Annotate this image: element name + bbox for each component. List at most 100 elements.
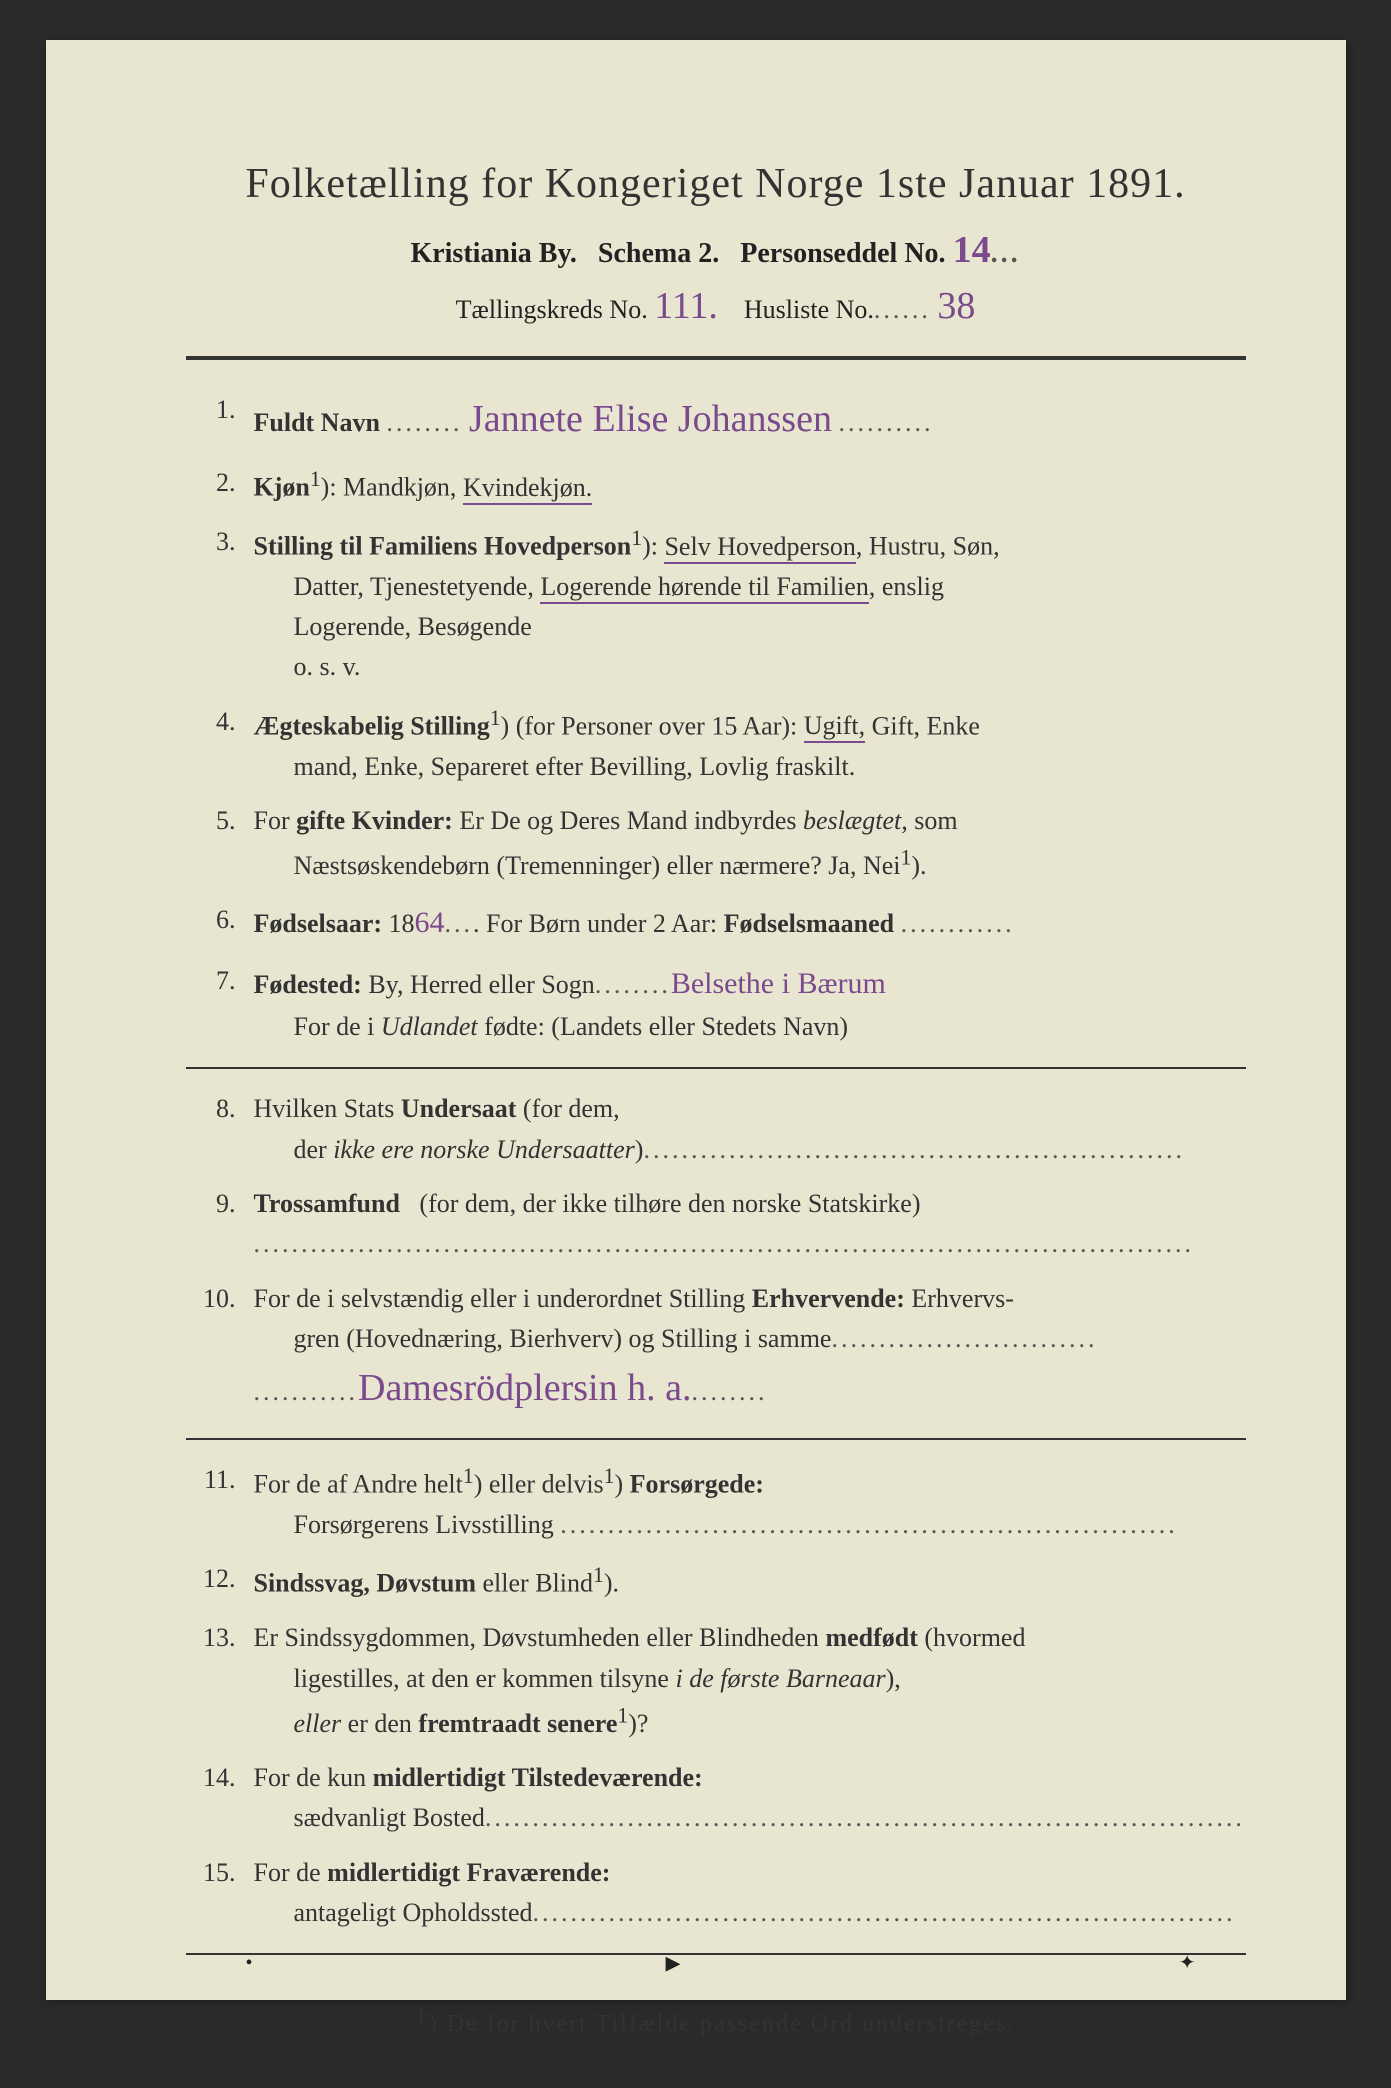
- item-1-body: Fuldt Navn ........ Jannete Elise Johans…: [254, 390, 1246, 449]
- medfodt-label: medfødt: [825, 1623, 917, 1652]
- medfodt-ital: i de første Barneaar: [675, 1664, 885, 1693]
- item-12-body: Sindssvag, Døvstum eller Blind1).: [254, 1559, 1246, 1604]
- item-5: 5. For gifte Kvinder: Er De og Deres Man…: [186, 801, 1246, 886]
- trossamfund-rest: (for dem, der ikke tilhøre den norske St…: [413, 1189, 921, 1218]
- item-10-body: For de i selvstændig eller i underordnet…: [254, 1279, 1246, 1418]
- kjon-rest: ): Mandkjøn,: [321, 473, 463, 502]
- sup-5: 1: [901, 845, 912, 869]
- sup-13: 1: [617, 1703, 628, 1727]
- stilling-u1: Selv Hovedperson: [664, 532, 855, 564]
- item-1-num: 1.: [186, 390, 254, 449]
- stilling-rest-a: ):: [642, 532, 664, 561]
- item-6-num: 6.: [186, 900, 254, 947]
- medfodt-a: Er Sindssygdommen, Døvstumheden eller Bl…: [254, 1623, 826, 1652]
- fravaer-line2: antageligt Opholdssted: [254, 1898, 533, 1927]
- stilling-line2: Datter, Tjenestetyende, Logerende hørend…: [254, 572, 944, 601]
- fodested-line2: For de i Udlandet fødte: (Landets eller …: [254, 1012, 849, 1041]
- gifte-line2-text: Næstsøskendebørn (Tremenninger) eller næ…: [294, 851, 901, 880]
- trossamfund-label: Trossamfund: [254, 1189, 400, 1218]
- fodselsaar-label: Fødselsaar:: [254, 909, 383, 938]
- aegteskab-label: Ægteskabelig Stilling: [254, 711, 490, 740]
- gifte-c: som: [908, 806, 958, 835]
- sup-4: 1: [490, 706, 501, 730]
- fodested-label: Fødested:: [254, 970, 362, 999]
- sup-3: 1: [631, 526, 642, 550]
- undersaat-ital: ikke ere norske Undersaatter: [333, 1135, 635, 1164]
- fuldt-navn-label: Fuldt Navn: [254, 408, 380, 437]
- footnote: 1) De for hvert Tilfælde passende Ord un…: [186, 2005, 1246, 2038]
- item-13-body: Er Sindssygdommen, Døvstumheden eller Bl…: [254, 1618, 1246, 1744]
- fravaer-label: midlertidigt Fraværende:: [327, 1858, 610, 1887]
- item-6: 6. Fødselsaar: 1864.... For Børn under 2…: [186, 900, 1246, 947]
- item-11-num: 11.: [186, 1460, 254, 1545]
- divider-mid2: [186, 1438, 1246, 1440]
- item-11-body: For de af Andre helt1) eller delvis1) Fo…: [254, 1460, 1246, 1545]
- item-2-body: Kjøn1): Mandkjøn, Kvindekjøn.: [254, 463, 1246, 508]
- item-6-body: Fødselsaar: 1864.... For Børn under 2 Aa…: [254, 900, 1246, 947]
- forsorgede-a: For de af Andre helt: [254, 1470, 463, 1499]
- item-8-num: 8.: [186, 1089, 254, 1170]
- medfodt-line2a: ligestilles, at den er kommen tilsyne: [294, 1664, 676, 1693]
- item-1: 1. Fuldt Navn ........ Jannete Elise Joh…: [186, 390, 1246, 449]
- item-9: 9. Trossamfund (for dem, der ikke tilhør…: [186, 1184, 1246, 1265]
- medfodt-b: (hvormed: [918, 1623, 1026, 1652]
- forsorgede-line2: Forsørgerens Livsstilling: [254, 1510, 554, 1539]
- footnote-sup: 1: [416, 2005, 429, 2027]
- item-14-num: 14.: [186, 1758, 254, 1839]
- undersaat-line2a: der: [294, 1135, 334, 1164]
- item-14-body: For de kun midlertidigt Tilstedeværende:…: [254, 1758, 1246, 1839]
- medfodt-line2b: ),: [886, 1664, 901, 1693]
- sindssvag-label: Sindssvag, Døvstum: [254, 1569, 477, 1598]
- aegteskab-rest-a: ) (for Personer over 15 Aar):: [501, 711, 804, 740]
- item-13: 13. Er Sindssygdommen, Døvstumheden elle…: [186, 1618, 1246, 1744]
- item-9-body: Trossamfund (for dem, der ikke tilhøre d…: [254, 1184, 1246, 1265]
- medfodt-label2: fremtraadt senere: [418, 1709, 617, 1738]
- stilling-line2a: Datter, Tjenestetyende,: [294, 572, 541, 601]
- divider-top: [186, 356, 1246, 360]
- gifte-b: Er De og Deres Mand indbyrdes: [453, 806, 803, 835]
- item-15: 15. For de midlertidigt Fraværende: anta…: [186, 1853, 1246, 1934]
- sindssvag-end: ).: [604, 1569, 619, 1598]
- sup-11b: 1: [604, 1464, 615, 1488]
- kreds-value: 111.: [654, 284, 718, 328]
- undersaat-b: (for dem,: [516, 1094, 619, 1123]
- city-label: Kristiania By.: [410, 238, 576, 269]
- tilstede-line2: sædvanligt Bosted: [254, 1803, 485, 1832]
- item-7: 7. Fødested: By, Herred eller Sogn......…: [186, 961, 1246, 1048]
- item-3-num: 3.: [186, 522, 254, 688]
- undersaat-line2: der ikke ere norske Undersaatter).......…: [254, 1135, 1185, 1164]
- medfodt-line3b: er den: [341, 1709, 418, 1738]
- fodselsaar-prefix: 18: [382, 909, 415, 938]
- forsorgede-end: ): [615, 1470, 630, 1499]
- fodested-ital: Udlandet: [381, 1012, 478, 1041]
- undersaat-label: Undersaat: [401, 1094, 517, 1123]
- forsorgede-label: Forsørgede:: [630, 1470, 764, 1499]
- schema-label: Schema 2.: [598, 238, 719, 269]
- form-subtitle: Kristiania By. Schema 2. Personseddel No…: [186, 228, 1246, 272]
- item-2-num: 2.: [186, 463, 254, 508]
- fravaer-a: For de: [254, 1858, 328, 1887]
- fodselsmaaned-label: Fødselsmaaned: [724, 909, 894, 938]
- item-12-num: 12.: [186, 1559, 254, 1604]
- item-11: 11. For de af Andre helt1) eller delvis1…: [186, 1460, 1246, 1545]
- page-mark-right: ✦: [1179, 1950, 1196, 1975]
- personseddel-label: Personseddel No.: [740, 238, 945, 269]
- fuldt-navn-value: Jannete Elise Johanssen: [469, 390, 832, 449]
- stilling-rest-b: , Hustru, Søn,: [856, 532, 1000, 561]
- item-10-num: 10.: [186, 1279, 254, 1418]
- aegteskab-u1: Ugift,: [804, 711, 865, 743]
- medfodt-line3a: eller: [294, 1709, 342, 1738]
- gifte-a: For: [254, 806, 297, 835]
- item-4-body: Ægteskabelig Stilling1) (for Personer ov…: [254, 702, 1246, 787]
- fodested-value: Belsethe i Bærum: [671, 967, 886, 1000]
- fodselsaar-rest: . For Børn under 2 Aar:: [473, 909, 724, 938]
- medfodt-line2: ligestilles, at den er kommen tilsyne i …: [254, 1664, 901, 1693]
- stilling-u2: Logerende hørende til Familien: [540, 572, 869, 604]
- husliste-value: 38: [937, 284, 975, 328]
- erhverv-line2: gren (Hovednæring, Bierhverv) og Stillin…: [254, 1324, 832, 1353]
- gifte-label: gifte Kvinder:: [296, 806, 453, 835]
- fodested-rest: By, Herred eller Sogn: [362, 970, 595, 999]
- erhverv-b: Erhvervs-: [905, 1284, 1014, 1313]
- item-3-body: Stilling til Familiens Hovedperson1): Se…: [254, 522, 1246, 688]
- item-2: 2. Kjøn1): Mandkjøn, Kvindekjøn.: [186, 463, 1246, 508]
